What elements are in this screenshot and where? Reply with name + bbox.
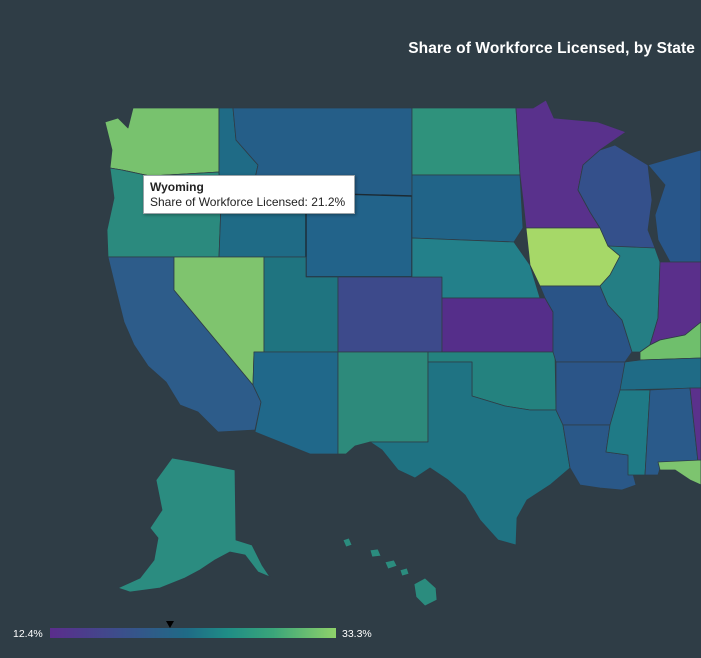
legend-marker-icon [166, 621, 175, 628]
state-arizona[interactable] [252, 351, 339, 455]
state-tooltip: Wyoming Share of Workforce Licensed: 21.… [143, 175, 355, 214]
tooltip-state-name: Wyoming [150, 180, 204, 194]
state-tennessee[interactable] [619, 357, 701, 391]
state-south-dakota[interactable] [411, 174, 524, 243]
state-alaska[interactable] [117, 457, 271, 593]
state-florida[interactable] [657, 459, 701, 486]
state-georgia[interactable] [689, 387, 701, 463]
state-north-dakota[interactable] [411, 107, 521, 176]
map-title: Share of Workforce Licensed, by State [408, 40, 695, 57]
legend-gradient-bar [50, 628, 336, 638]
state-kansas[interactable] [441, 297, 554, 353]
legend-min-label: 12.4% [13, 628, 43, 640]
tooltip-value-line: Share of Workforce Licensed: 21.2% [150, 195, 346, 209]
state-michigan[interactable] [647, 149, 701, 263]
color-legend: 12.4% 33.3% [0, 618, 701, 648]
state-washington[interactable] [104, 107, 220, 177]
legend-max-label: 33.3% [342, 628, 372, 640]
state-new-mexico[interactable] [337, 351, 429, 455]
state-hawaii[interactable] [342, 537, 438, 607]
state-colorado[interactable] [337, 276, 443, 353]
state-texas[interactable] [369, 361, 571, 546]
